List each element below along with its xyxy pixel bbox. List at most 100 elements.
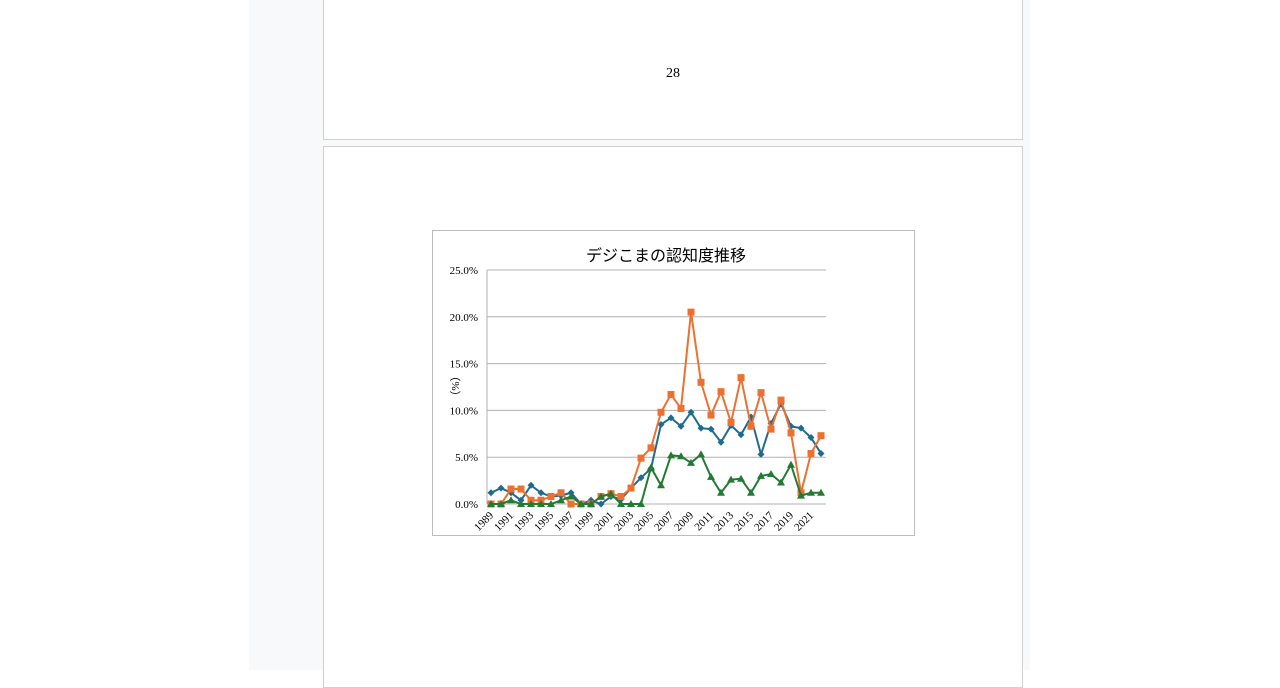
data-point-triangle: [497, 500, 505, 507]
data-point-diamond: [797, 424, 805, 432]
y-tick-label: 5.0%: [455, 452, 478, 464]
data-point-triangle: [617, 500, 625, 507]
data-point-triangle: [727, 475, 735, 483]
data-point-triangle: [687, 458, 695, 466]
x-tick-label: 1999: [572, 509, 596, 533]
data-point-triangle: [787, 460, 795, 468]
chart-title: デジこまの認知度推移: [586, 246, 746, 265]
data-point-triangle: [697, 450, 705, 458]
data-point-square: [807, 449, 815, 457]
x-tick-label: 1997: [552, 509, 576, 533]
y-tick-label: 10.0%: [450, 405, 478, 417]
y-axis-label: （%）: [449, 370, 462, 401]
x-tick-label: 1989: [472, 509, 496, 533]
data-point-diamond: [537, 489, 545, 497]
document-page: 28: [323, 0, 1023, 140]
x-tick-label: 2013: [712, 509, 736, 533]
data-point-triangle: [807, 488, 815, 496]
series-line: [491, 311, 822, 505]
data-point-triangle: [607, 489, 615, 497]
data-point-square: [707, 411, 715, 419]
data-point-square: [687, 308, 695, 316]
x-tick-label: 1991: [492, 510, 516, 534]
data-point-square: [817, 432, 825, 440]
data-point-diamond: [817, 449, 825, 457]
x-tick-label: 2001: [592, 510, 616, 534]
y-tick-label: 0.0%: [455, 499, 478, 511]
data-point-triangle: [547, 500, 555, 507]
page-number: 28: [666, 66, 680, 81]
y-tick-label: 20.0%: [450, 312, 478, 324]
data-point-triangle: [647, 463, 655, 471]
document-page: デジこまの認知度推移 （%） 0.0% 5.0% 10.0% 15.0% 20.0% 25…: [323, 146, 1023, 688]
data-point-triangle: [707, 472, 715, 480]
data-point-square: [717, 388, 725, 396]
data-point-triangle: [517, 500, 525, 507]
data-point-triangle: [537, 500, 545, 507]
x-tick-label: 2003: [612, 509, 636, 533]
data-point-square: [617, 493, 625, 501]
x-tick-label: 2009: [672, 509, 696, 533]
data-point-square: [757, 389, 765, 397]
x-tick-label: 1993: [512, 509, 536, 533]
data-point-diamond: [687, 408, 695, 416]
series-line: [491, 452, 821, 505]
data-point-square: [567, 500, 575, 508]
data-point-triangle: [487, 500, 495, 507]
data-point-triangle: [637, 500, 645, 507]
data-point-triangle: [507, 496, 515, 504]
data-point-triangle: [817, 488, 825, 496]
data-point-triangle: [657, 481, 665, 489]
data-point-square: [637, 454, 645, 462]
series-line: [490, 401, 822, 506]
x-tick-label: 2007: [652, 509, 676, 533]
data-point-square: [547, 493, 555, 501]
y-tick-label: 15.0%: [450, 359, 478, 371]
data-point-diamond: [707, 425, 715, 433]
data-point-square: [767, 425, 775, 433]
data-point-triangle: [777, 478, 785, 486]
data-point-triangle: [717, 488, 725, 496]
data-point-diamond: [597, 500, 605, 508]
x-tick-label: 2015: [732, 509, 756, 533]
data-point-triangle: [797, 491, 805, 499]
y-tick-label: 25.0%: [450, 265, 478, 277]
data-point-triangle: [677, 452, 685, 460]
data-point-triangle: [587, 500, 595, 507]
x-tick-label: 2011: [692, 510, 716, 534]
data-point-triangle: [527, 500, 535, 507]
data-point-square: [697, 378, 705, 386]
x-tick-label: 2021: [792, 510, 816, 534]
data-point-diamond: [697, 424, 705, 432]
data-point-square: [657, 408, 665, 416]
data-point-square: [747, 422, 755, 430]
data-point-diamond: [677, 422, 685, 430]
data-point-triangle: [767, 470, 775, 478]
data-point-diamond: [657, 420, 665, 428]
data-point-square: [777, 396, 785, 404]
x-tick-label: 2005: [632, 509, 656, 533]
data-point-triangle: [747, 488, 755, 496]
data-point-diamond: [667, 414, 675, 422]
x-tick-label: 2019: [772, 509, 796, 533]
data-point-triangle: [737, 474, 745, 482]
data-point-square: [557, 489, 565, 497]
data-point-square: [647, 444, 655, 452]
data-point-triangle: [597, 492, 605, 500]
line-chart: デジこまの認知度推移 （%） 0.0% 5.0% 10.0% 15.0% 20.0% 25…: [449, 246, 826, 534]
data-point-square: [787, 429, 795, 437]
data-point-square: [627, 484, 635, 492]
data-point-triangle: [757, 471, 765, 479]
data-point-diamond: [637, 474, 645, 482]
x-tick-label: 1995: [532, 509, 556, 533]
x-tick-label: 2017: [752, 509, 776, 533]
data-point-diamond: [497, 484, 505, 492]
data-point-square: [667, 390, 675, 398]
data-point-triangle: [577, 500, 585, 507]
data-point-diamond: [807, 434, 815, 442]
data-point-square: [677, 405, 685, 413]
data-point-diamond: [717, 438, 725, 446]
data-point-triangle: [557, 496, 565, 504]
data-point-triangle: [567, 492, 575, 500]
chart-figure: デジこまの認知度推移 （%） 0.0% 5.0% 10.0% 15.0% 20.0% 25…: [432, 230, 915, 536]
